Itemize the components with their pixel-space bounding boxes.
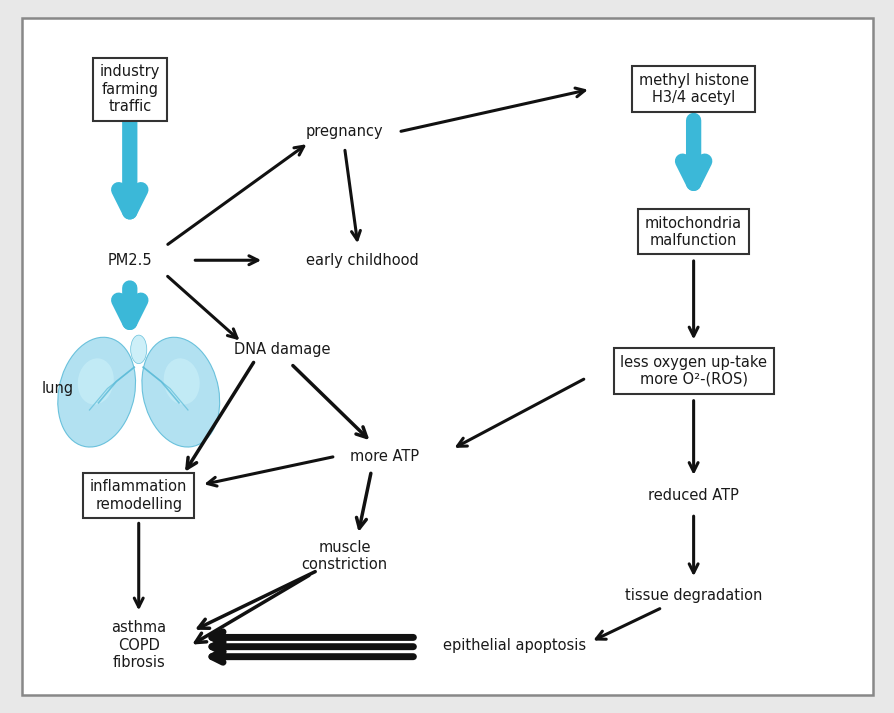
Text: industry
farming
traffic: industry farming traffic bbox=[99, 64, 160, 114]
Text: early childhood: early childhood bbox=[306, 252, 418, 268]
Text: tissue degradation: tissue degradation bbox=[624, 588, 762, 603]
Text: lung: lung bbox=[42, 381, 74, 396]
Text: more ATP: more ATP bbox=[350, 448, 419, 464]
Ellipse shape bbox=[164, 359, 199, 404]
Text: methyl histone
H3/4 acetyl: methyl histone H3/4 acetyl bbox=[638, 73, 747, 106]
Text: asthma
COPD
fibrosis: asthma COPD fibrosis bbox=[111, 620, 166, 670]
Ellipse shape bbox=[58, 337, 135, 447]
Text: less oxygen up-take
more O²-(ROS): less oxygen up-take more O²-(ROS) bbox=[620, 354, 766, 387]
Ellipse shape bbox=[131, 335, 147, 364]
Text: inflammation
remodelling: inflammation remodelling bbox=[90, 479, 187, 512]
Text: mitochondria
malfunction: mitochondria malfunction bbox=[645, 215, 741, 248]
FancyBboxPatch shape bbox=[22, 18, 872, 695]
Text: DNA damage: DNA damage bbox=[233, 342, 330, 357]
Text: reduced ATP: reduced ATP bbox=[647, 488, 738, 503]
Ellipse shape bbox=[142, 337, 219, 447]
Ellipse shape bbox=[78, 359, 114, 404]
Text: pregnancy: pregnancy bbox=[306, 124, 383, 140]
Text: PM2.5: PM2.5 bbox=[107, 252, 152, 268]
Text: epithelial apoptosis: epithelial apoptosis bbox=[443, 637, 586, 653]
Text: muscle
constriction: muscle constriction bbox=[301, 540, 387, 573]
